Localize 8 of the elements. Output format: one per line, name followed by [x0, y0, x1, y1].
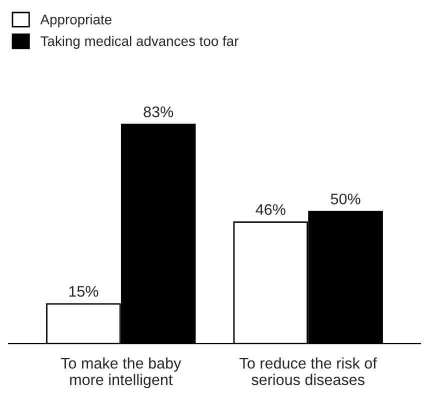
x-tick-label: To make the baby more intelligent [60, 357, 182, 388]
legend-label: Taking medical advances too far [40, 36, 238, 49]
data-label: 50% [330, 194, 360, 204]
data-label: 15% [69, 286, 98, 297]
data-label: 46% [256, 204, 286, 215]
legend-label: Appropriate [40, 14, 112, 28]
x-tick-label: To reduce the risk of serious diseases [240, 357, 377, 386]
data-label: 83% [144, 106, 174, 118]
